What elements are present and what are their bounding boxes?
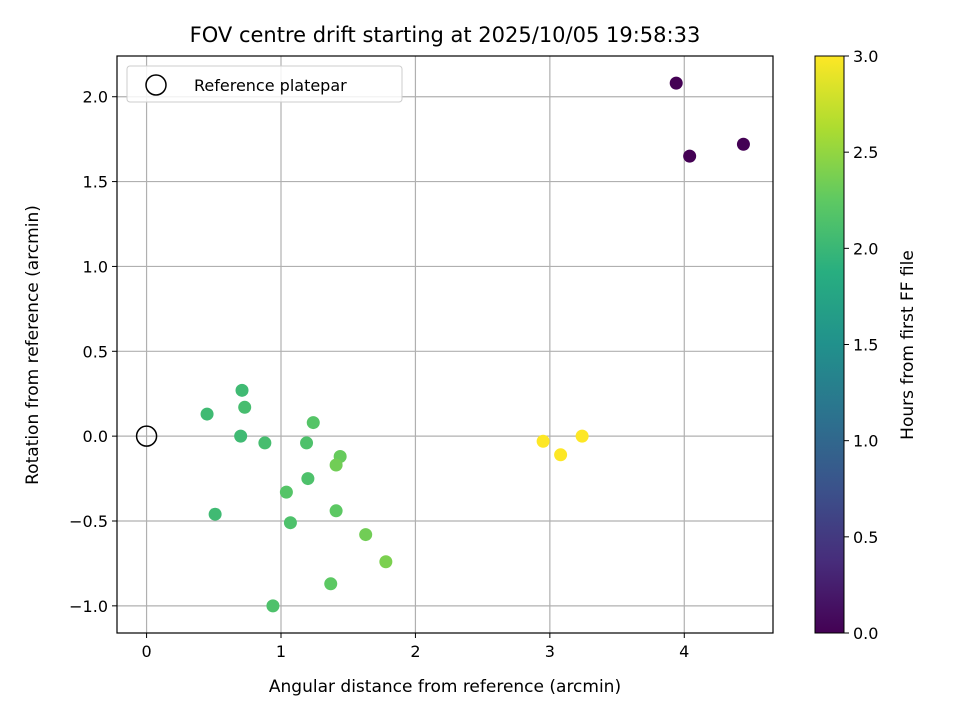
x-axis-label: Angular distance from reference (arcmin) bbox=[269, 677, 621, 697]
data-point bbox=[683, 149, 697, 163]
colorbar-gradient bbox=[814, 55, 845, 634]
y-tick-label: 0.0 bbox=[83, 427, 108, 446]
colorbar-tick-label: 3.0 bbox=[853, 47, 878, 66]
y-tick-label: −1.0 bbox=[69, 597, 108, 616]
colorbar: 0.0 0.5 1.0 1.5 2.0 2.5 3.0 Hours from first F… bbox=[814, 47, 918, 643]
legend: Reference platepar bbox=[126, 65, 403, 103]
y-tick-label: −0.5 bbox=[69, 512, 108, 531]
legend-box bbox=[126, 65, 403, 103]
y-tick-label: 1.0 bbox=[83, 257, 108, 276]
data-point bbox=[575, 429, 589, 443]
y-axis: −1.0 −0.5 0.0 0.5 1.0 1.5 2.0 bbox=[69, 88, 117, 616]
data-point bbox=[329, 458, 343, 472]
colorbar-label: Hours from first FF file bbox=[898, 250, 918, 440]
y-tick-label: 1.5 bbox=[83, 173, 108, 192]
data-point bbox=[359, 528, 373, 542]
data-point bbox=[258, 436, 272, 450]
y-axis-label: Rotation from reference (arcmin) bbox=[23, 205, 43, 485]
data-point bbox=[300, 436, 314, 450]
data-point bbox=[279, 485, 293, 499]
chart-title: FOV centre drift starting at 2025/10/05 … bbox=[190, 23, 701, 47]
data-point bbox=[379, 555, 393, 569]
data-point bbox=[306, 416, 320, 430]
x-tick-label: 0 bbox=[141, 642, 151, 661]
data-point bbox=[238, 400, 252, 414]
colorbar-tick-label: 2.5 bbox=[853, 143, 878, 162]
data-point bbox=[536, 434, 550, 448]
legend-marker-reference bbox=[145, 74, 167, 96]
y-tick-label: 2.0 bbox=[83, 88, 108, 107]
data-point bbox=[324, 577, 338, 591]
x-axis: 0 1 2 3 4 bbox=[141, 633, 689, 661]
data-point bbox=[234, 429, 248, 443]
colorbar-tick-label: 1.5 bbox=[853, 336, 878, 355]
colorbar-tick-label: 1.0 bbox=[853, 432, 878, 451]
data-point bbox=[301, 472, 315, 486]
data-point bbox=[200, 407, 214, 421]
data-point bbox=[554, 448, 568, 462]
x-tick-label: 1 bbox=[276, 642, 286, 661]
data-point bbox=[736, 137, 750, 151]
reference-point-marker bbox=[135, 425, 158, 447]
plot-frame bbox=[116, 55, 774, 634]
legend-label-reference: Reference platepar bbox=[194, 76, 347, 95]
data-point bbox=[283, 516, 297, 530]
y-tick-label: 0.5 bbox=[83, 342, 108, 361]
colorbar-tick-label: 2.0 bbox=[853, 239, 878, 258]
colorbar-tick-label: 0.5 bbox=[853, 528, 878, 547]
colorbar-ticks: 0.0 0.5 1.0 1.5 2.0 2.5 3.0 bbox=[844, 47, 878, 643]
x-tick-label: 4 bbox=[679, 642, 689, 661]
data-point bbox=[669, 76, 683, 90]
x-tick-label: 2 bbox=[410, 642, 420, 661]
colorbar-tick-label: 0.0 bbox=[853, 624, 878, 643]
data-points bbox=[135, 76, 750, 613]
data-point bbox=[208, 507, 222, 521]
data-point bbox=[266, 599, 280, 613]
data-point bbox=[329, 504, 343, 518]
data-point bbox=[235, 383, 249, 397]
x-tick-label: 3 bbox=[545, 642, 555, 661]
grid-lines bbox=[117, 56, 773, 633]
